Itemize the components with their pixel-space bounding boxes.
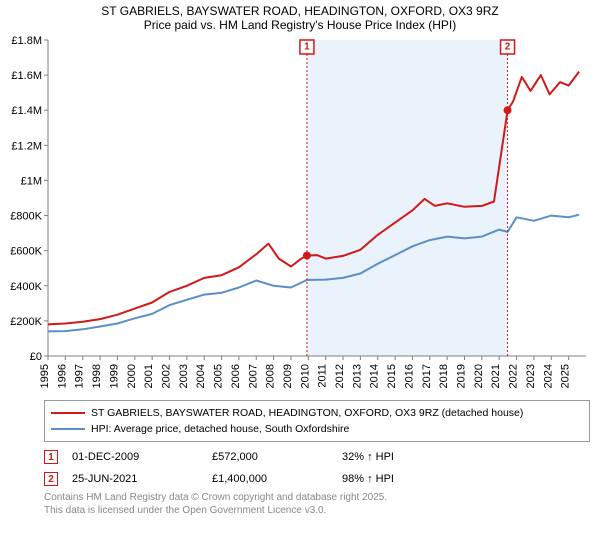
svg-text:£1.2M: £1.2M xyxy=(11,140,42,152)
svg-text:2008: 2008 xyxy=(265,364,277,388)
sale-hpi-delta: 98% ↑ HPI xyxy=(342,473,394,485)
svg-text:2: 2 xyxy=(505,42,511,53)
svg-text:2001: 2001 xyxy=(143,364,155,388)
svg-text:2004: 2004 xyxy=(195,364,207,388)
sale-badge: 1 xyxy=(44,450,58,464)
svg-text:2018: 2018 xyxy=(438,364,450,388)
legend: ST GABRIELS, BAYSWATER ROAD, HEADINGTON,… xyxy=(44,400,590,442)
legend-item-hpi: HPI: Average price, detached house, Sout… xyxy=(51,421,583,437)
svg-text:£1.4M: £1.4M xyxy=(11,105,42,117)
svg-text:£0: £0 xyxy=(30,351,42,363)
sale-row: 2 25-JUN-2021 £1,400,000 98% ↑ HPI xyxy=(44,468,590,490)
svg-text:2007: 2007 xyxy=(247,364,259,388)
svg-text:£200K: £200K xyxy=(10,316,42,328)
svg-text:1995: 1995 xyxy=(39,364,51,388)
svg-text:1999: 1999 xyxy=(108,364,120,388)
sale-row: 1 01-DEC-2009 £572,000 32% ↑ HPI xyxy=(44,446,590,468)
sale-badge-number: 1 xyxy=(48,452,54,463)
footer-line2: This data is licensed under the Open Gov… xyxy=(44,505,590,518)
svg-text:£400K: £400K xyxy=(10,281,42,293)
svg-text:1: 1 xyxy=(304,42,310,53)
svg-text:£600K: £600K xyxy=(10,246,42,258)
sale-date: 01-DEC-2009 xyxy=(72,451,212,463)
legend-label: ST GABRIELS, BAYSWATER ROAD, HEADINGTON,… xyxy=(91,407,523,419)
svg-text:£1M: £1M xyxy=(21,175,42,187)
sale-badge: 2 xyxy=(44,472,58,486)
svg-text:2000: 2000 xyxy=(126,364,138,388)
svg-text:2012: 2012 xyxy=(334,364,346,388)
svg-text:2023: 2023 xyxy=(525,364,537,388)
legend-swatch xyxy=(51,412,85,414)
sale-date: 25-JUN-2021 xyxy=(72,473,212,485)
sale-price: £1,400,000 xyxy=(212,473,342,485)
svg-text:2013: 2013 xyxy=(351,364,363,388)
footer-attribution: Contains HM Land Registry data © Crown c… xyxy=(44,492,590,517)
svg-text:2014: 2014 xyxy=(369,364,381,388)
sale-hpi-delta: 32% ↑ HPI xyxy=(342,451,394,463)
sale-badge-number: 2 xyxy=(48,474,54,485)
svg-text:2009: 2009 xyxy=(282,364,294,388)
line-chart: £0 £200K £400K £600K £800K £1M £1.2M £1.4M £1.6M… xyxy=(4,34,596,394)
chart-area: £0 £200K £400K £600K £800K £1M £1.2M £1.4M £1.6M… xyxy=(4,34,596,394)
chart-title-address: ST GABRIELS, BAYSWATER ROAD, HEADINGTON,… xyxy=(6,4,594,18)
svg-text:2010: 2010 xyxy=(299,364,311,388)
svg-text:£1.6M: £1.6M xyxy=(11,70,42,82)
svg-text:£1.8M: £1.8M xyxy=(11,35,42,47)
svg-text:2003: 2003 xyxy=(178,364,190,388)
svg-text:2015: 2015 xyxy=(386,364,398,388)
svg-text:1997: 1997 xyxy=(74,364,86,388)
svg-text:2021: 2021 xyxy=(490,364,502,388)
svg-text:2005: 2005 xyxy=(213,364,225,388)
svg-text:2002: 2002 xyxy=(160,364,172,388)
svg-text:2024: 2024 xyxy=(542,364,554,388)
legend-swatch xyxy=(51,428,85,430)
svg-text:2011: 2011 xyxy=(317,364,329,388)
svg-text:2006: 2006 xyxy=(230,364,242,388)
svg-text:2022: 2022 xyxy=(508,364,520,388)
legend-label: HPI: Average price, detached house, Sout… xyxy=(91,423,349,435)
svg-text:2017: 2017 xyxy=(421,364,433,388)
sales-table: 1 01-DEC-2009 £572,000 32% ↑ HPI 2 25-JU… xyxy=(44,446,590,490)
svg-text:1998: 1998 xyxy=(91,364,103,388)
chart-title-block: ST GABRIELS, BAYSWATER ROAD, HEADINGTON,… xyxy=(0,0,600,34)
svg-text:2020: 2020 xyxy=(473,364,485,388)
chart-title-subtitle: Price paid vs. HM Land Registry's House … xyxy=(6,18,594,32)
svg-text:£800K: £800K xyxy=(10,211,42,223)
svg-text:1996: 1996 xyxy=(56,364,68,388)
legend-item-price-paid: ST GABRIELS, BAYSWATER ROAD, HEADINGTON,… xyxy=(51,405,583,421)
sale-price: £572,000 xyxy=(212,451,342,463)
footer-line1: Contains HM Land Registry data © Crown c… xyxy=(44,492,590,505)
svg-text:2025: 2025 xyxy=(560,364,572,388)
svg-text:2019: 2019 xyxy=(456,364,468,388)
svg-text:2016: 2016 xyxy=(403,364,415,388)
